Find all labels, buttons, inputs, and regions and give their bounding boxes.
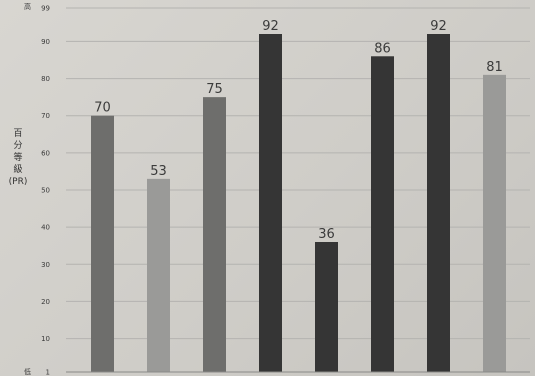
bar-value-label: 36 — [318, 227, 335, 242]
y-tick-label: 1 — [46, 369, 50, 376]
bar — [147, 178, 170, 372]
bar-value-label: 92 — [430, 19, 447, 34]
bar — [427, 34, 450, 372]
y-tick-label: 30 — [41, 261, 50, 269]
bar-value-label: 53 — [150, 164, 167, 179]
bar-value-label: 86 — [374, 41, 391, 56]
y-tick-label: 20 — [41, 298, 50, 306]
y-tick-label: 99 — [41, 5, 50, 13]
y-axis-title: 百分等級 (PR) — [3, 128, 33, 188]
y-tick-label: 50 — [41, 187, 50, 195]
bar — [91, 115, 114, 372]
y-tick-label: 10 — [41, 335, 50, 343]
gridlines — [66, 7, 530, 340]
bar — [259, 34, 282, 372]
y-axis-top-label: 高 — [24, 2, 31, 11]
bar — [371, 56, 394, 373]
bar-value-label: 92 — [262, 19, 279, 34]
y-axis-bottom-label: 低 — [24, 367, 31, 376]
bar-value-label: 81 — [486, 60, 503, 75]
bars — [91, 34, 506, 373]
y-axis-ticks: 1 10 20 30 40 50 60 70 80 90 99 — [41, 5, 50, 376]
bar — [315, 242, 338, 372]
y-axis-title-char: 分 — [13, 141, 23, 151]
y-axis-title-char: 百 — [13, 129, 23, 139]
bar — [203, 97, 226, 373]
bar — [483, 74, 506, 372]
y-axis-title-char: 級 — [13, 165, 23, 175]
y-tick-label: 90 — [41, 38, 50, 46]
bar-value-label: 70 — [94, 101, 111, 116]
y-axis-title-char: 等 — [13, 153, 23, 163]
y-tick-label: 60 — [41, 149, 50, 157]
y-tick-label: 70 — [41, 112, 50, 120]
y-tick-label: 80 — [41, 75, 50, 83]
y-axis-title-unit: (PR) — [8, 177, 28, 187]
y-tick-label: 40 — [41, 224, 50, 232]
bar-value-label: 75 — [206, 82, 223, 97]
data-labels: 70 53 75 92 36 86 92 81 — [94, 19, 503, 242]
